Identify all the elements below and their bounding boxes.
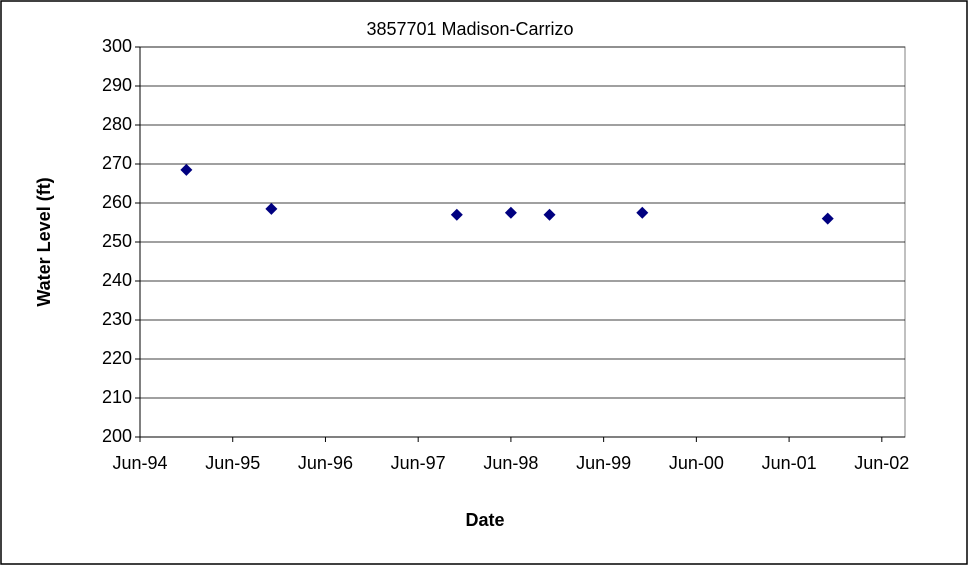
x-tick-label: Jun-00 bbox=[669, 453, 724, 473]
y-tick-label: 240 bbox=[102, 270, 132, 290]
x-tick-label: Jun-99 bbox=[576, 453, 631, 473]
x-tick-label: Jun-01 bbox=[762, 453, 817, 473]
y-tick-label: 220 bbox=[102, 348, 132, 368]
data-point bbox=[543, 208, 556, 221]
x-axis-label: Date bbox=[465, 510, 504, 530]
y-axis-label: Water Level (ft) bbox=[34, 177, 54, 306]
x-tick-label: Jun-95 bbox=[205, 453, 260, 473]
data-point bbox=[450, 208, 463, 221]
y-tick-label: 200 bbox=[102, 426, 132, 446]
x-tick-label: Jun-02 bbox=[854, 453, 909, 473]
y-tick-label: 260 bbox=[102, 192, 132, 212]
y-tick-label: 210 bbox=[102, 387, 132, 407]
y-tick-label: 290 bbox=[102, 75, 132, 95]
y-tick-label: 270 bbox=[102, 153, 132, 173]
x-tick-label: Jun-97 bbox=[391, 453, 446, 473]
y-tick-label: 230 bbox=[102, 309, 132, 329]
data-point bbox=[636, 206, 649, 219]
x-tick-label: Jun-98 bbox=[483, 453, 538, 473]
data-point bbox=[821, 212, 834, 225]
data-point bbox=[504, 206, 517, 219]
data-point bbox=[180, 163, 193, 176]
y-tick-label: 300 bbox=[102, 36, 132, 56]
x-tick-label: Jun-96 bbox=[298, 453, 353, 473]
x-tick-label: Jun-94 bbox=[112, 453, 167, 473]
data-point bbox=[265, 202, 278, 215]
y-tick-label: 250 bbox=[102, 231, 132, 251]
y-tick-label: 280 bbox=[102, 114, 132, 134]
chart-title: 3857701 Madison-Carrizo bbox=[366, 19, 573, 39]
